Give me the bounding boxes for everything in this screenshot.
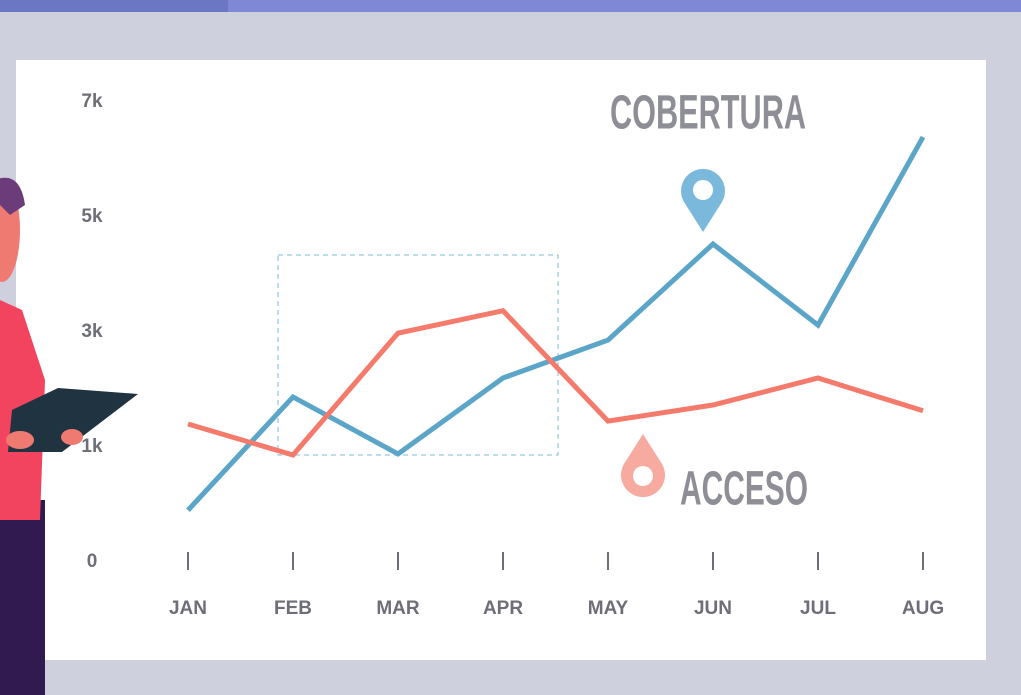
series-label: COBERTURA (610, 87, 806, 140)
x-tick-label: JUN (694, 598, 732, 619)
chart: 0 1k 3k 5k 7k JAN FEB MAR APR MAY JUN JUL AUG COBERT… (0, 0, 1021, 695)
y-tick-label: 5k (81, 206, 103, 227)
x-tick-label: MAY (588, 598, 629, 619)
x-tick-label: JAN (169, 598, 207, 619)
chart-panel (16, 60, 986, 660)
page: 0 1k 3k 5k 7k JAN FEB MAR APR MAY JUN JUL AUG COBERT… (0, 0, 1021, 695)
y-tick-label: 3k (81, 321, 103, 342)
x-tick-label: MAR (376, 598, 420, 619)
y-tick-label: 1k (81, 436, 103, 457)
top-bar-tab (0, 0, 228, 12)
y-tick-label: 7k (81, 91, 103, 112)
x-tick-label: AUG (902, 598, 944, 619)
y-tick-label: 0 (87, 551, 98, 572)
x-tick-label: APR (483, 598, 523, 619)
series-label: ACCESO (680, 463, 808, 516)
x-tick-label: JUL (800, 598, 836, 619)
x-tick-label: FEB (274, 598, 312, 619)
